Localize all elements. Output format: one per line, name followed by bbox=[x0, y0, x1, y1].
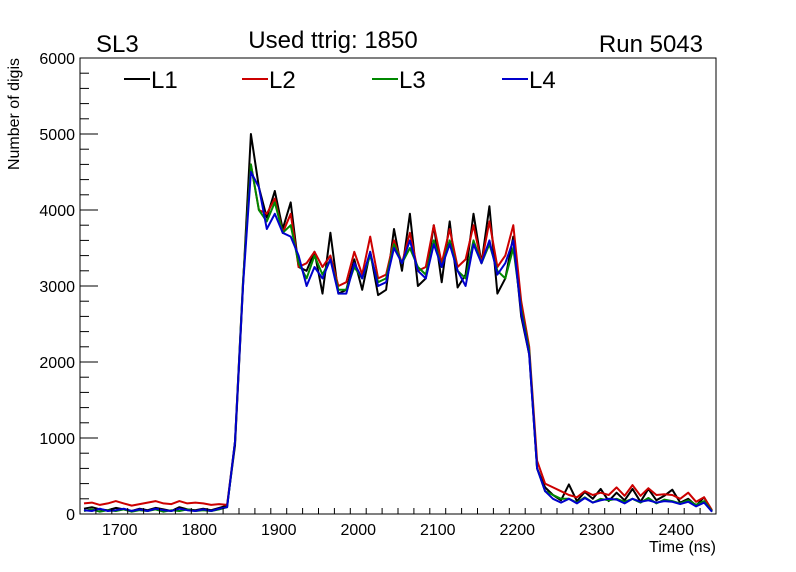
y-tick-label: 3000 bbox=[39, 279, 75, 296]
chart-title: Used ttrig: 1850 bbox=[248, 27, 417, 54]
x-tick-label: 2100 bbox=[420, 522, 456, 539]
y-tick-label: 5000 bbox=[39, 127, 75, 144]
x-tick-label: 1800 bbox=[181, 522, 217, 539]
x-axis: 1700 1800 1900 2000 2100 2200 2300 2400 bbox=[79, 508, 717, 539]
x-axis-label: Time (ns) bbox=[649, 539, 716, 556]
y-axis: 0 1000 2000 3000 4000 5000 6000 bbox=[39, 51, 98, 524]
y-tick-label: 0 bbox=[66, 507, 75, 524]
series-layer bbox=[83, 133, 713, 513]
x-tick-label: 1900 bbox=[261, 522, 297, 539]
legend-label-l4: L4 bbox=[529, 67, 556, 94]
legend-label-l1: L1 bbox=[151, 67, 178, 94]
legend-label-l3: L3 bbox=[399, 67, 426, 94]
x-tick-label: 2000 bbox=[340, 522, 376, 539]
x-tick-label: 1700 bbox=[102, 522, 138, 539]
series-line-l4 bbox=[83, 171, 713, 513]
header-right-label: Run 5043 bbox=[599, 31, 703, 58]
x-tick-label: 2400 bbox=[658, 522, 694, 539]
x-tick-label: 2200 bbox=[499, 522, 535, 539]
y-tick-label: 6000 bbox=[39, 51, 75, 68]
legend-label-l2: L2 bbox=[269, 67, 296, 94]
y-axis-label: Number of digis bbox=[6, 58, 23, 170]
y-tick-label: 4000 bbox=[39, 203, 75, 220]
header-left-label: SL3 bbox=[96, 31, 139, 58]
y-tick-label: 2000 bbox=[39, 355, 75, 372]
x-tick-label: 2300 bbox=[579, 522, 615, 539]
legend: L1 L2 L3 L4 bbox=[124, 67, 556, 94]
y-tick-label: 1000 bbox=[39, 431, 75, 448]
